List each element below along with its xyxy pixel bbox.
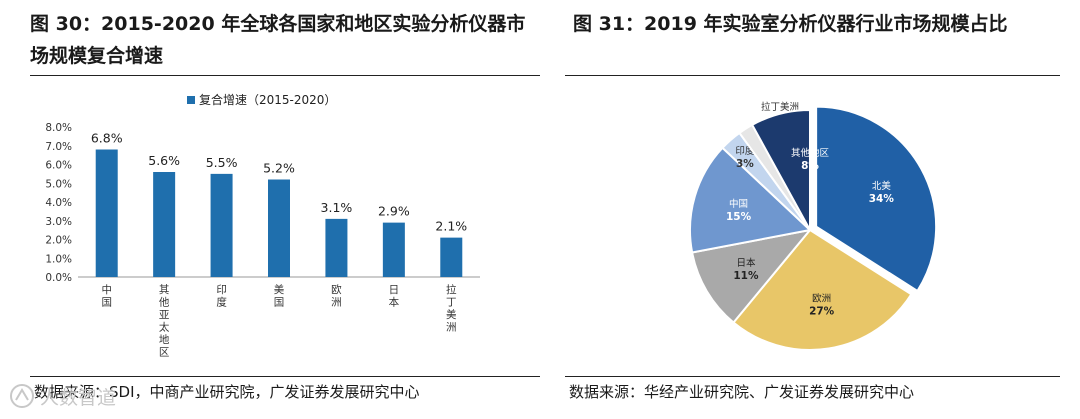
y-tick-label: 0.0% — [45, 272, 72, 284]
pie-slice-name: 北美 — [872, 180, 892, 192]
y-tick-label: 5.0% — [45, 178, 72, 190]
left-figure: 图 30：2015-2020 年全球各国家和地区实验分析仪器市场规模复合增速 复… — [30, 13, 540, 401]
watermark-text: 人数智道 — [40, 387, 116, 409]
x-category-label: 日本 — [389, 284, 400, 309]
bar-value-label: 3.1% — [321, 200, 353, 215]
pie-slice-value: 8% — [801, 160, 819, 172]
pie-slice — [732, 228, 913, 351]
y-tick-label: 8.0% — [45, 122, 72, 134]
y-tick-label: 7.0% — [45, 141, 72, 153]
x-category-label: 拉丁美洲 — [446, 283, 457, 334]
bar-value-label: 5.2% — [263, 161, 295, 176]
pie-slice-name: 日本 — [736, 257, 756, 269]
y-tick-label: 2.0% — [45, 235, 72, 247]
right-figure-title: 图 31：2019 年实验室分析仪器行业市场规模占比 — [573, 13, 1008, 35]
pie-slice-name: 欧洲 — [812, 292, 831, 304]
bar — [268, 179, 290, 277]
x-category-label: 其他亚太地区 — [159, 284, 170, 359]
right-title-rule — [565, 75, 1060, 76]
pie-slice-name: 其他地区 — [791, 147, 830, 159]
pie-slice-value: 34% — [869, 193, 895, 205]
bar-legend-label: 复合增速（2015-2020） — [199, 92, 336, 107]
pie-slice-value: 3% — [736, 158, 754, 170]
bar — [95, 149, 118, 277]
watermark-logo: 人数智道 — [10, 384, 116, 409]
x-category-label: 欧洲 — [331, 284, 342, 309]
bar-legend: 复合增速（2015-2020） — [187, 92, 336, 107]
pie-slice — [750, 108, 811, 231]
left-figure-source: 数据来源：SDI，中商产业研究院，广发证券发展研究中心 — [34, 383, 420, 401]
pie-slice-value: 15% — [726, 211, 752, 223]
bar-chart: 复合增速（2015-2020） 0.0% 1.0% 2.0% 3.0% 4.0% 5.0% 6… — [45, 92, 480, 359]
bar — [153, 172, 176, 277]
bar-value-label: 6.8% — [91, 131, 123, 146]
bar — [210, 173, 233, 277]
y-tick-label: 4.0% — [45, 197, 72, 209]
x-category-label: 印度 — [216, 284, 227, 309]
right-figure: 图 31：2019 年实验室分析仪器行业市场规模占比 北美 34% 欧洲 27% 日本 1… — [565, 0, 1080, 419]
bar-value-label: 2.9% — [378, 204, 410, 219]
bar — [440, 237, 463, 277]
right-figure-source: 数据来源：华经产业研究院、广发证券发展研究中心 — [569, 383, 915, 401]
y-tick-label: 6.0% — [45, 160, 72, 172]
pie-slice-name: 中国 — [729, 198, 748, 210]
bar-legend-swatch — [187, 96, 195, 104]
pie-slice — [815, 105, 938, 293]
y-tick-label: 3.0% — [45, 216, 72, 228]
left-figure-title: 图 30：2015-2020 年全球各国家和地区实验分析仪器市场规模复合增速 — [30, 13, 526, 67]
pie-slice-value: 11% — [733, 270, 759, 282]
pie-slice — [689, 146, 813, 254]
bar-value-label: 5.5% — [206, 155, 238, 170]
x-category-label: 中国 — [101, 283, 112, 309]
bar — [382, 222, 405, 277]
left-title-rule — [30, 75, 540, 76]
right-source-rule — [565, 376, 1060, 377]
bar-value-label: 5.6% — [148, 153, 180, 168]
left-source-rule — [30, 376, 540, 377]
x-category-label: 美国 — [274, 283, 285, 309]
bar — [325, 218, 348, 277]
bar-value-label: 2.1% — [435, 219, 467, 234]
pie-slice — [690, 228, 813, 324]
y-tick-label: 1.0% — [45, 253, 72, 265]
pie-slice-name: 拉丁美洲 — [761, 101, 799, 113]
pie-slice-value: 27% — [809, 305, 835, 317]
